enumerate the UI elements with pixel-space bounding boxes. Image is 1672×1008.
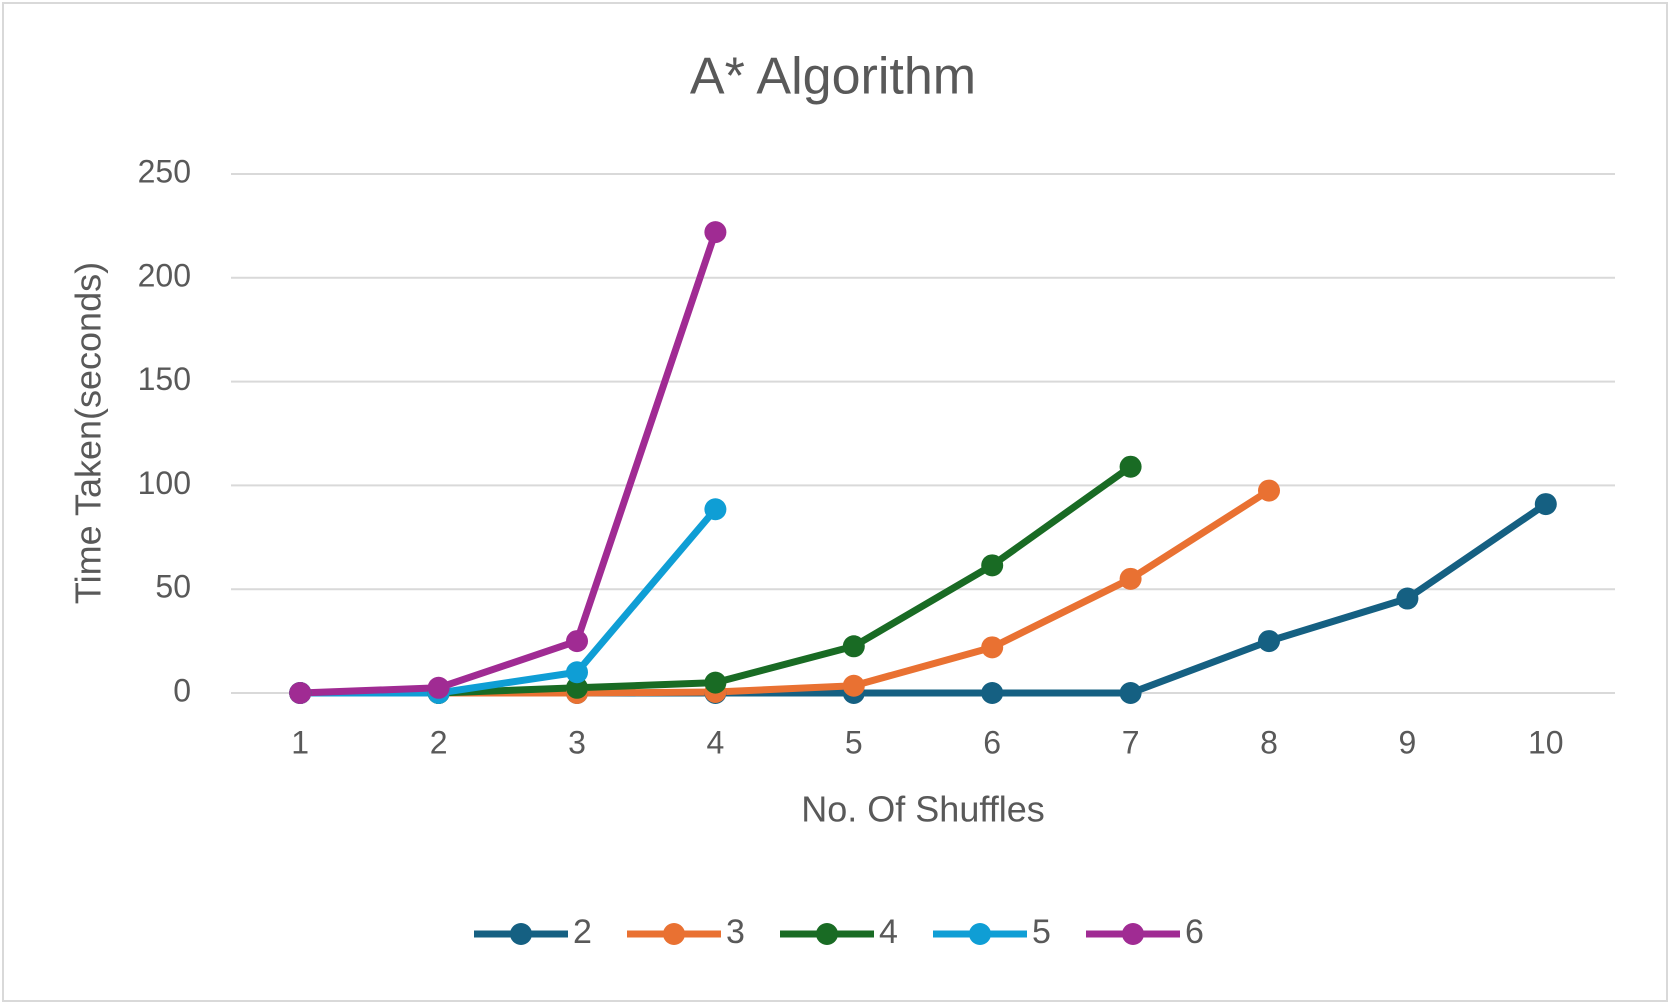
chart-title: A* Algorithm	[690, 48, 976, 106]
series-line	[300, 231, 719, 697]
legend-label: 2	[573, 913, 592, 951]
legend-label: 4	[879, 913, 898, 951]
legend-marker	[1122, 923, 1144, 945]
data-point	[566, 676, 588, 699]
data-point	[1119, 567, 1142, 590]
x-tick-label: 2	[430, 724, 448, 760]
data-point	[1119, 682, 1142, 704]
x-tick-label: 1	[291, 724, 309, 760]
legend-marker	[816, 923, 838, 945]
x-tick-label: 3	[568, 724, 586, 760]
data-point	[842, 674, 865, 697]
legend-label: 6	[1185, 913, 1204, 951]
data-point	[1119, 455, 1142, 478]
data-point	[566, 661, 588, 684]
x-tick-label: 9	[1399, 724, 1417, 760]
x-tick-label: 5	[845, 724, 863, 760]
legend-marker	[969, 923, 991, 945]
data-point	[842, 635, 865, 658]
y-tick-label: 150	[138, 361, 191, 397]
data-point	[1258, 630, 1280, 653]
x-axis-title: No. Of Shuffles	[801, 789, 1044, 830]
y-tick-label: 0	[173, 672, 191, 708]
x-tick-label: 6	[983, 724, 1001, 760]
data-point	[1396, 587, 1419, 610]
data-point	[704, 671, 727, 694]
data-point	[981, 682, 1004, 704]
data-point	[566, 630, 588, 653]
x-tick-label: 7	[1122, 724, 1140, 760]
data-point	[289, 682, 312, 704]
data-point	[1534, 493, 1557, 516]
data-point	[981, 636, 1004, 659]
legend-marker	[663, 923, 685, 945]
x-tick-label: 10	[1528, 724, 1564, 760]
data-point	[1258, 479, 1280, 502]
y-tick-label: 50	[155, 569, 191, 605]
y-tick-label: 100	[138, 465, 191, 501]
y-tick-label: 250	[138, 153, 191, 189]
data-point	[704, 221, 727, 244]
x-tick-label: 4	[707, 724, 725, 760]
legend-label: 5	[1032, 913, 1051, 951]
y-tick-label: 200	[138, 257, 191, 293]
legend-marker	[510, 923, 532, 945]
data-point	[427, 676, 450, 699]
legend-label: 3	[726, 913, 745, 951]
data-point	[704, 498, 727, 521]
x-tick-label: 8	[1260, 724, 1278, 760]
y-axis-title: Time Taken(seconds)	[68, 262, 109, 604]
data-point	[981, 554, 1004, 577]
